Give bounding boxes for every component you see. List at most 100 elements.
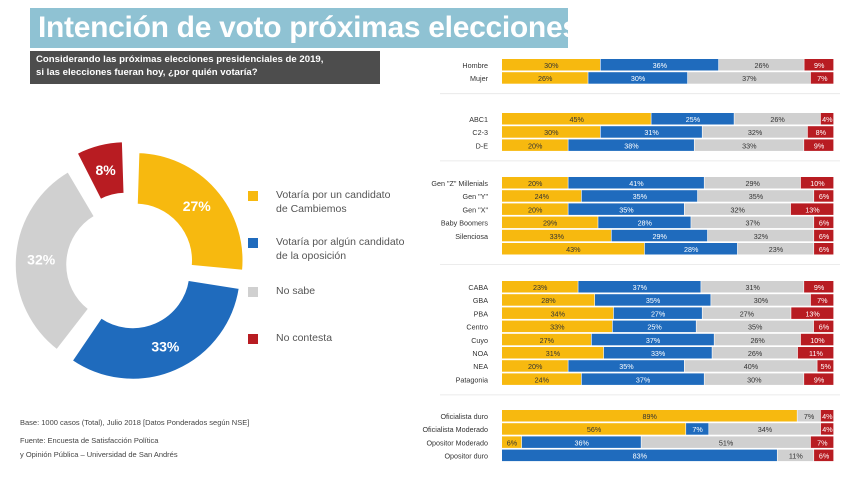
segment-bar-chart: Hombre 30% 36% 26% 9% Mujer 26% 30% 37% 7% ABC1 45%… bbox=[422, 59, 840, 462]
bar-segment-nosabe bbox=[702, 126, 808, 138]
bar-segment-nosabe bbox=[704, 177, 801, 189]
bar-segment-nosabe bbox=[684, 360, 817, 372]
bar-segment-nocontesta bbox=[804, 139, 834, 151]
bar-value-label: 9% bbox=[814, 141, 825, 150]
bar-segment-nosabe bbox=[691, 216, 814, 229]
bar-value-label: 6% bbox=[507, 438, 518, 447]
bar-value-label: 13% bbox=[805, 205, 820, 214]
row-label: C2-3 bbox=[472, 128, 488, 137]
bar-value-label: 25% bbox=[647, 323, 662, 332]
bar-segment-oposicion bbox=[600, 59, 719, 71]
bar-value-label: 37% bbox=[646, 336, 661, 345]
bar-segment-nocontesta bbox=[820, 113, 834, 125]
bar-value-label: 9% bbox=[814, 375, 825, 384]
bar-row: Mujer 26% 30% 37% 7% bbox=[470, 72, 834, 84]
bar-segment-nosabe bbox=[697, 190, 814, 202]
bar-value-label: 33% bbox=[550, 323, 565, 332]
bar-value-label: 33% bbox=[742, 141, 757, 150]
bar-segment-cambiemos bbox=[502, 410, 797, 422]
bar-segment-oposicion bbox=[568, 177, 704, 189]
bar-value-label: 9% bbox=[814, 283, 825, 292]
bar-segment-cambiemos bbox=[502, 113, 651, 125]
row-label: Patagonia bbox=[456, 375, 488, 384]
bar-segment-nocontesta bbox=[817, 360, 834, 372]
bar-value-label: 31% bbox=[644, 128, 659, 137]
bar-value-label: 37% bbox=[633, 283, 648, 292]
bar-segment-cambiemos bbox=[502, 320, 613, 333]
bar-value-label: 32% bbox=[754, 232, 769, 241]
bar-segment-nosabe bbox=[737, 243, 814, 255]
bar-segment-cambiemos bbox=[502, 436, 522, 448]
bar-row: Gen "X" 20% 35% 32% 13% bbox=[463, 203, 834, 215]
bar-segment-cambiemos bbox=[502, 216, 598, 229]
bar-value-label: 31% bbox=[745, 283, 760, 292]
bar-segment-oposicion bbox=[568, 203, 684, 215]
bar-row: GBA 28% 35% 30% 7% bbox=[473, 294, 834, 306]
bar-value-label: 7% bbox=[817, 296, 828, 305]
bar-segment-cambiemos bbox=[502, 59, 601, 71]
bar-segment-nocontesta bbox=[814, 190, 834, 202]
bar-segment-oposicion bbox=[581, 190, 698, 202]
bar-segment-oposicion bbox=[578, 281, 701, 293]
row-label: NEA bbox=[473, 362, 488, 371]
row-label: Gen "Z" Millenials bbox=[431, 179, 488, 188]
legend-label-nosabe: No sabe bbox=[276, 285, 316, 297]
bar-value-label: 35% bbox=[619, 205, 634, 214]
bar-value-label: 8% bbox=[816, 128, 827, 137]
bar-segment-oposicion bbox=[611, 229, 708, 242]
page-title: Intención de voto próximas elecciones bbox=[38, 11, 579, 44]
bar-value-label: 23% bbox=[533, 283, 548, 292]
bar-value-label: 31% bbox=[546, 349, 561, 358]
bar-value-label: 29% bbox=[543, 219, 558, 228]
row-label: Opositor Moderado bbox=[426, 438, 488, 447]
bar-value-label: 30% bbox=[544, 61, 559, 70]
row-label: Mujer bbox=[470, 74, 489, 83]
bar-row: Oficialista Moderado 56% 7% 34% 4% bbox=[422, 423, 834, 435]
bar-segment-nosabe bbox=[707, 229, 814, 242]
bar-segment-nocontesta bbox=[804, 59, 834, 71]
bar-segment-nocontesta bbox=[814, 449, 834, 462]
bar-value-label: 43% bbox=[566, 245, 581, 254]
bar-segment-nosabe bbox=[702, 307, 791, 319]
bar-value-label: 26% bbox=[750, 336, 765, 345]
legend-label-oposicion-2: de la oposición bbox=[276, 250, 347, 262]
donut-slice-cambiemos bbox=[136, 151, 244, 272]
row-label: GBA bbox=[473, 296, 488, 305]
legend-label-nocontesta: No contesta bbox=[276, 332, 333, 344]
bar-value-label: 11% bbox=[789, 452, 803, 461]
bar-row: CABA 23% 37% 31% 9% bbox=[468, 281, 834, 293]
bar-segment-nocontesta bbox=[813, 320, 834, 333]
bar-segment-cambiemos bbox=[502, 126, 601, 138]
bar-value-label: 5% bbox=[821, 362, 832, 371]
bar-value-label: 32% bbox=[731, 205, 746, 214]
bar-value-label: 27% bbox=[651, 309, 666, 318]
bar-row: PBA 34% 27% 27% 13% bbox=[474, 307, 834, 319]
bar-value-label: 33% bbox=[550, 232, 565, 241]
donut-chart: 27% 33% 32% 8% bbox=[14, 140, 244, 381]
bar-segment-cambiemos bbox=[502, 229, 611, 242]
bar-segment-cambiemos bbox=[502, 333, 592, 346]
bar-segment-oposicion bbox=[502, 449, 777, 462]
bar-row: Hombre 30% 36% 26% 9% bbox=[462, 59, 834, 71]
bar-row: Oficialista duro 89% 7% 4% bbox=[440, 410, 834, 422]
bar-segment-nosabe bbox=[694, 139, 804, 151]
bar-row: NOA 31% 33% 26% 11% bbox=[472, 347, 834, 359]
bar-value-label: 7% bbox=[804, 412, 815, 421]
bar-row: Silenciosa 33% 29% 32% 6% bbox=[455, 229, 834, 242]
row-label: Cuyo bbox=[471, 336, 488, 345]
bar-value-label: 4% bbox=[822, 115, 833, 124]
bar-value-label: 7% bbox=[817, 438, 828, 447]
bar-value-label: 30% bbox=[754, 296, 769, 305]
bar-row: D-E 20% 38% 33% 9% bbox=[476, 139, 834, 151]
bar-value-label: 10% bbox=[810, 336, 825, 345]
bar-value-label: 37% bbox=[742, 74, 757, 83]
bar-segment-nosabe bbox=[641, 436, 811, 448]
row-label: CABA bbox=[468, 283, 488, 292]
footnote-base: Base: 1000 casos (Total), Julio 2018 [Da… bbox=[20, 418, 250, 427]
bar-value-label: 20% bbox=[528, 141, 543, 150]
bar-segment-nocontesta bbox=[814, 229, 834, 242]
bar-segment-nocontesta bbox=[810, 72, 834, 84]
bar-value-label: 25% bbox=[686, 115, 701, 124]
bar-row: Cuyo 27% 37% 26% 10% bbox=[471, 333, 834, 346]
bar-segment-cambiemos bbox=[502, 294, 595, 306]
